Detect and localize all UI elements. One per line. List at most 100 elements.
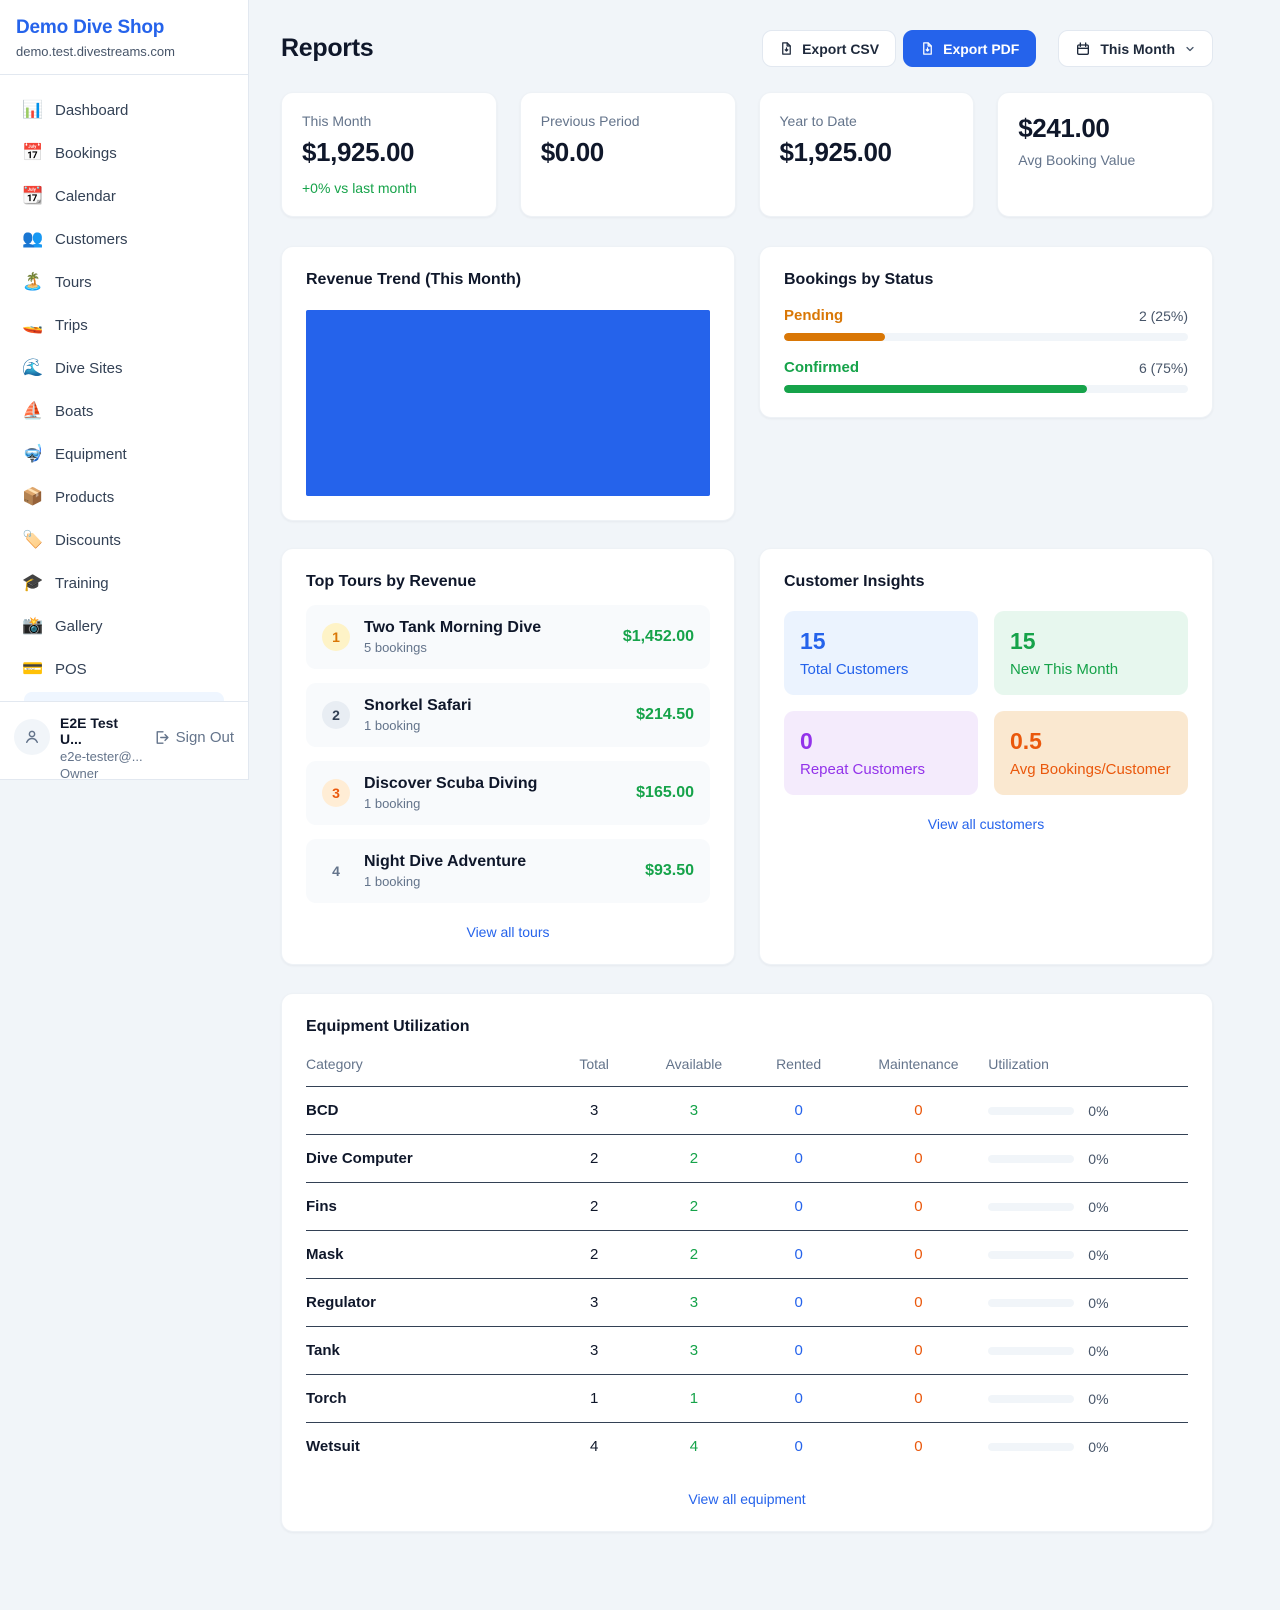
tour-revenue: $1,452.00 [622, 628, 694, 645]
view-all-customers-link[interactable]: View all customers [927, 816, 1045, 832]
file-download-icon [782, 42, 791, 55]
top-tours-title: Top Tours by Revenue [306, 573, 477, 590]
page-header: Reports Export CSV Export PDF This Month [281, 30, 1213, 67]
equipment-maintenance: 0 [848, 1374, 989, 1423]
equipment-available: 3 [639, 1326, 749, 1375]
sidebar-item-label: Customers [55, 230, 128, 248]
utilization-cell: 0% [988, 1103, 1188, 1119]
sidebar-item-dashboard[interactable]: 📊 Dashboard [12, 90, 236, 130]
equipment-available: 2 [639, 1230, 749, 1279]
tour-revenue: $93.50 [645, 862, 694, 879]
sidebar-item-boats[interactable]: ⛵ Boats [12, 391, 236, 431]
table-row: Tank 3 3 0 0 0% [306, 1326, 1188, 1375]
equipment-rented: 0 [748, 1374, 849, 1423]
tour-revenue: $214.50 [636, 706, 694, 723]
table-row: Mask 2 2 0 0 0% [306, 1230, 1188, 1279]
sidebar-item-label: POS [55, 660, 87, 678]
sidebar-item-active-partial[interactable] [24, 692, 224, 701]
equipment-total: 2 [549, 1134, 639, 1183]
sidebar-header: Demo Dive Shop demo.test.divestreams.com [0, 0, 248, 75]
insight-value: 15 [800, 628, 826, 654]
sidebar-item-discounts[interactable]: 🏷️ Discounts [12, 520, 236, 560]
sign-out-button[interactable]: Sign Out [153, 729, 234, 746]
tour-row[interactable]: 3 Discover Scuba Diving 1 booking $165.0… [306, 761, 710, 825]
user-email: e2e-tester@... [60, 749, 143, 764]
sidebar-item-label: Discounts [55, 531, 121, 549]
sidebar-item-bookings[interactable]: 📅 Bookings [12, 133, 236, 173]
equipment-maintenance: 0 [914, 1438, 923, 1455]
sidebar-item-products[interactable]: 📦 Products [12, 477, 236, 517]
table-row: Torch 1 1 0 0 0% [306, 1374, 1188, 1423]
customer-insights-card: Customer Insights 15 Total Customers 15 … [759, 548, 1213, 965]
equipment-maintenance: 0 [848, 1278, 989, 1327]
period-selector[interactable]: This Month [1058, 30, 1213, 67]
sidebar-item-trips[interactable]: 🚤 Trips [12, 305, 236, 345]
bookings-icon: 📅 [22, 143, 44, 162]
equipment-total: 1 [549, 1374, 639, 1423]
equipment-category: Torch [306, 1374, 550, 1423]
equipment-category: Regulator [306, 1278, 550, 1327]
col-maintenance: Maintenance [848, 1042, 989, 1087]
utilization-percent: 0% [1088, 1246, 1109, 1263]
equipment-rented: 0 [748, 1326, 849, 1375]
equipment-rented: 0 [748, 1182, 849, 1231]
equipment-available: 4 [689, 1438, 699, 1455]
insight-label: Avg Bookings/Customer [1010, 761, 1171, 778]
sidebar-item-equipment[interactable]: 🤿 Equipment [12, 434, 236, 474]
export-csv-button[interactable]: Export CSV [762, 30, 897, 67]
view-all-tours-link[interactable]: View all tours [466, 924, 550, 940]
equipment-total: 2 [549, 1182, 639, 1231]
equipment-maintenance: 0 [848, 1326, 989, 1375]
sidebar-item-label: Products [55, 488, 115, 506]
equipment-rented: 0 [748, 1134, 849, 1183]
sidebar-item-dive-sites[interactable]: 🌊 Dive Sites [12, 348, 236, 388]
sidebar-item-label: Trips [55, 316, 88, 334]
sidebar-item-pos[interactable]: 💳 POS [12, 649, 236, 689]
equipment-category: Tank [306, 1326, 550, 1375]
stat-card-avg-booking-value: $241.00 Avg Booking Value [997, 92, 1213, 217]
utilization-cell: 0% [988, 1439, 1188, 1455]
equipment-available: 1 [639, 1374, 749, 1423]
sidebar-item-gallery[interactable]: 📸 Gallery [12, 606, 236, 646]
period-label: This Month [1100, 40, 1175, 57]
equipment-total: 3 [549, 1278, 639, 1327]
customers-icon: 👥 [22, 229, 44, 248]
utilization-bar-track [988, 1250, 1075, 1259]
status-row-pending: Pending 2 (25%) [784, 307, 1188, 341]
stat-value: $241.00 [1018, 113, 1110, 143]
equipment-total: 3 [549, 1326, 639, 1375]
equipment-rented: 0 [748, 1086, 849, 1135]
sidebar-item-tours[interactable]: 🏝️ Tours [12, 262, 236, 302]
stat-cards: This Month $1,925.00 +0% vs last month P… [281, 92, 1213, 217]
header-actions: Export CSV Export PDF This Month [762, 30, 1213, 67]
person-icon [26, 730, 38, 743]
status-row-confirmed: Confirmed 6 (75%) [784, 359, 1188, 393]
tour-row[interactable]: 1 Two Tank Morning Dive 5 bookings $1,45… [306, 605, 710, 669]
utilization-bar-track [988, 1202, 1075, 1211]
view-all-equipment-link[interactable]: View all equipment [688, 1491, 806, 1507]
export-pdf-label: Export PDF [943, 40, 1020, 57]
rank-badge: 4 [332, 863, 340, 879]
chevron-down-icon [1186, 46, 1194, 51]
sidebar-item-training[interactable]: 🎓 Training [12, 563, 236, 603]
utilization-bar-track [988, 1298, 1075, 1307]
stat-card-previous-period: Previous Period $0.00 [519, 92, 736, 217]
equipment-rented: 0 [748, 1230, 849, 1279]
tour-row[interactable]: 2 Snorkel Safari 1 booking $214.50 [306, 683, 710, 747]
revenue-bar [306, 310, 710, 496]
export-pdf-button[interactable]: Export PDF [903, 30, 1037, 67]
package-icon: 📦 [22, 487, 44, 506]
insight-tile-new-this-month: 15 New This Month [994, 611, 1188, 695]
sidebar-item-label: Dive Sites [55, 359, 123, 377]
sidebar-item-calendar[interactable]: 📆 Calendar [12, 176, 236, 216]
status-label: Confirmed [784, 359, 859, 376]
equipment-total: 3 [549, 1086, 639, 1135]
equipment-maintenance: 0 [848, 1230, 989, 1279]
sidebar-item-label: Bookings [55, 144, 117, 162]
sidebar-item-customers[interactable]: 👥 Customers [12, 219, 236, 259]
tour-row[interactable]: 4 Night Dive Adventure 1 booking $93.50 [306, 839, 710, 903]
stat-value: $0.00 [540, 137, 604, 167]
status-count: 2 (25%) [1138, 307, 1188, 324]
stat-label: Avg Booking Value [1018, 152, 1136, 168]
sidebar-nav: 📊 Dashboard 📅 Bookings 📆 Calendar 👥 Cust… [0, 75, 248, 701]
